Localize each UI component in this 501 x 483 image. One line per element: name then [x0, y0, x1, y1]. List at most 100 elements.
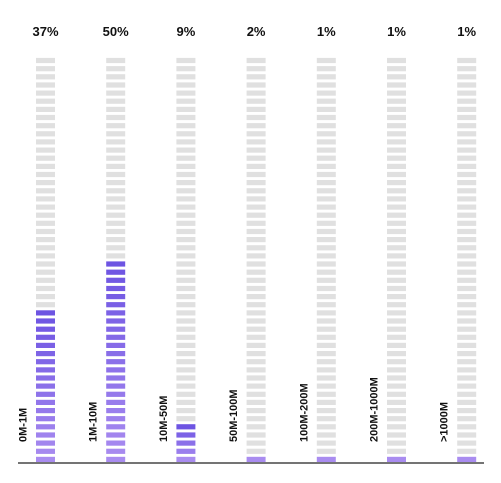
bar-segment-empty: [387, 351, 406, 357]
bar-segment-empty: [106, 139, 126, 145]
bar-segment-filled: [316, 456, 336, 462]
bar-segment-filled: [106, 318, 126, 324]
bar-segment-empty: [176, 399, 196, 405]
bar-segment-empty: [246, 228, 266, 235]
bar-segment-empty: [106, 245, 126, 251]
bar-segment-filled: [176, 440, 196, 446]
bar-segment-empty: [387, 147, 406, 153]
bar-segment-empty: [176, 123, 196, 129]
bar-segment-empty: [316, 391, 336, 397]
bar-segment-empty: [457, 163, 477, 169]
bar-segment-empty: [246, 204, 266, 210]
bar-segment-empty: [176, 375, 196, 381]
bar-segment-empty: [316, 180, 336, 186]
bar-segment-empty: [316, 367, 336, 373]
bar-segment-filled: [176, 424, 196, 430]
bar-segment-empty: [176, 57, 196, 64]
bar-segment-empty: [246, 399, 266, 405]
bar-segment-empty: [316, 351, 336, 357]
bar-segment-empty: [387, 424, 406, 430]
bar-segment-empty: [106, 196, 126, 202]
bar-segment-empty: [36, 302, 55, 308]
bar-segment-empty: [246, 375, 266, 381]
bar-segment-empty: [387, 237, 406, 243]
bar-segment-filled: [106, 277, 126, 283]
bar-segment-empty: [387, 180, 406, 186]
bar-segment-empty: [457, 98, 477, 104]
bar-segment-filled: [106, 294, 126, 300]
value-label: 2%: [247, 24, 266, 39]
bar-segment-filled: [36, 399, 55, 405]
bar-segment-empty: [176, 106, 196, 112]
bar-segment-empty: [457, 424, 477, 430]
bar-segment-empty: [36, 285, 55, 292]
bar-segment-empty: [246, 294, 266, 300]
bar-segment-filled: [387, 456, 406, 462]
bar-segment-empty: [387, 131, 406, 137]
bar-segment-empty: [246, 416, 266, 422]
bar-segment-empty: [457, 391, 477, 397]
bar-segment-empty: [387, 359, 406, 365]
bar-segment-empty: [387, 196, 406, 202]
bar-segment-empty: [457, 440, 477, 446]
bar-segment-empty: [316, 74, 336, 80]
bar-segment-empty: [387, 253, 406, 259]
bar-segment-empty: [36, 277, 55, 283]
category-label: 50M-100M: [228, 389, 240, 442]
bar-segment-empty: [246, 253, 266, 259]
value-label: 1%: [387, 24, 406, 39]
bar-segment-empty: [387, 399, 406, 405]
bar-segment-filled: [36, 440, 55, 446]
bar-segment-filled: [36, 416, 55, 422]
bar-segment-empty: [36, 90, 55, 96]
bar-segment-empty: [36, 114, 55, 121]
bar-segment-filled: [36, 342, 55, 348]
bar-segment-empty: [457, 261, 477, 267]
bar-segment-empty: [387, 57, 406, 64]
bar-segment-empty: [457, 302, 477, 308]
bar-segment-empty: [36, 220, 55, 226]
bar-segment-empty: [457, 188, 477, 194]
bar-segment-empty: [176, 334, 196, 340]
bar-segment-filled: [106, 408, 126, 414]
bar-segment-filled: [36, 367, 55, 373]
bar-column: [246, 57, 266, 462]
bar-segment-empty: [457, 253, 477, 259]
bar-segment-empty: [106, 228, 126, 235]
segments-layer: [36, 57, 477, 462]
bar-column: [36, 57, 55, 462]
bar-segment-empty: [387, 269, 406, 275]
bar-segment-empty: [246, 342, 266, 348]
bar-segment-empty: [106, 74, 126, 80]
bar-segment-empty: [176, 237, 196, 243]
bar-segment-empty: [246, 367, 266, 373]
bar-segment-empty: [316, 277, 336, 283]
bar-segment-empty: [106, 66, 126, 72]
bar-segment-empty: [246, 90, 266, 96]
bar-segment-filled: [106, 367, 126, 373]
bar-segment-empty: [457, 74, 477, 80]
bar-segment-empty: [316, 57, 336, 64]
bar-column: [457, 57, 477, 462]
bar-segment-empty: [36, 269, 55, 275]
bar-segment-empty: [316, 261, 336, 267]
bar-column: [176, 57, 196, 462]
bar-segment-empty: [316, 245, 336, 251]
bar-segment-empty: [246, 220, 266, 226]
bar-segment-empty: [457, 294, 477, 300]
bar-segment-empty: [387, 106, 406, 112]
bar-segment-empty: [36, 180, 55, 186]
bar-segment-empty: [316, 171, 336, 178]
bar-segment-empty: [387, 310, 406, 316]
bar-segment-empty: [457, 180, 477, 186]
bar-segment-filled: [106, 261, 126, 267]
bar-segment-empty: [36, 82, 55, 88]
bar-segment-empty: [316, 383, 336, 389]
bar-segment-filled: [106, 351, 126, 357]
value-label: 50%: [103, 24, 129, 39]
bar-segment-empty: [387, 302, 406, 308]
bar-segment-empty: [457, 326, 477, 332]
bar-segment-filled: [106, 391, 126, 397]
bar-segment-empty: [316, 98, 336, 104]
bar-segment-filled: [106, 269, 126, 275]
